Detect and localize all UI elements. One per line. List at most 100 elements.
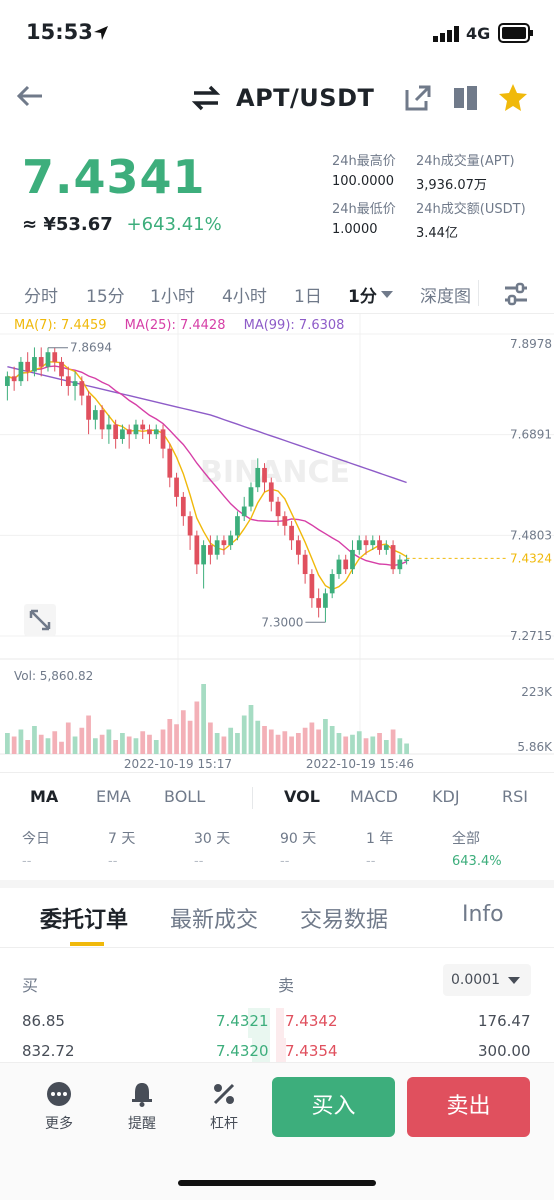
ind-divider	[252, 787, 253, 809]
volume-bar	[133, 738, 139, 754]
candle-body	[241, 506, 247, 517]
ind-ema[interactable]: EMA	[96, 787, 131, 806]
leverage-button[interactable]: 杠杆	[192, 1081, 256, 1133]
tab-1m[interactable]: 1分	[348, 287, 377, 307]
volume-bar	[65, 722, 71, 754]
candle-body	[336, 559, 342, 575]
perf-label: 30 天	[194, 831, 231, 847]
candle-body	[38, 357, 44, 367]
battery-icon	[498, 23, 533, 43]
volume-bar	[390, 729, 396, 754]
ind-macd[interactable]: MACD	[350, 787, 398, 806]
top-nav	[0, 70, 554, 126]
volume-bar	[174, 724, 179, 754]
bid-price: 7.4320	[216, 1042, 269, 1060]
candle-body	[86, 395, 91, 420]
ma-legend: MA(7): 7.4459 MA(25): 7.4428 MA(99): 7.6…	[14, 318, 344, 333]
candlestick-chart[interactable]: BINANCE 7.8978 7.6891 7.4803 7.2715 223K 5.86…	[0, 314, 554, 772]
ind-ma[interactable]: MA	[30, 787, 59, 806]
last-price-box	[508, 549, 554, 568]
volume-bar	[25, 740, 31, 754]
widget-icon[interactable]	[452, 84, 480, 112]
tab-info[interactable]: Info	[462, 902, 504, 927]
tab-1h[interactable]: 1小时	[150, 287, 195, 307]
candle-body	[363, 540, 369, 546]
candle-body	[160, 429, 166, 449]
volume-bar	[208, 722, 213, 754]
candle-body	[45, 352, 51, 367]
ind-rsi[interactable]: RSI	[502, 787, 528, 806]
candle-body	[248, 487, 254, 507]
volume-bar	[79, 727, 85, 754]
watermark: BINANCE	[200, 455, 350, 490]
tab-timeline[interactable]: 分时	[24, 287, 58, 307]
perf-value: --	[194, 854, 204, 869]
low-value: 1.0000	[332, 222, 378, 237]
volume-bar	[72, 736, 78, 754]
candle-body	[32, 357, 37, 372]
chart-settings-icon[interactable]	[502, 280, 530, 308]
last-price: 7.4341	[22, 150, 206, 204]
swap-icon[interactable]	[190, 84, 222, 112]
expand-button[interactable]	[24, 604, 56, 636]
candle-body	[126, 429, 132, 435]
candle-body	[113, 424, 119, 440]
candle-body	[201, 545, 206, 565]
volume-bar	[316, 729, 322, 754]
precision-value: 0.0001	[451, 972, 500, 988]
perf-value: --	[22, 854, 32, 869]
timeframe-tabs: 分时 15分 1小时 4小时 1日 1分 深度图	[0, 272, 554, 314]
tab-order-book[interactable]: 委托订单	[40, 908, 129, 933]
percent-icon	[213, 1083, 235, 1105]
pair-title[interactable]: APT/USDT	[236, 84, 375, 112]
caret-down-icon	[508, 977, 520, 984]
candle-body	[106, 424, 112, 430]
amt-value: 3.44亿	[416, 226, 458, 241]
candle-body	[275, 501, 281, 517]
ind-vol[interactable]: VOL	[284, 787, 320, 806]
volume-bar	[397, 738, 403, 754]
ind-kdj[interactable]: KDJ	[432, 787, 460, 806]
volume-bar	[38, 734, 44, 754]
tab-depth[interactable]: 深度图	[420, 287, 471, 307]
tab-1d[interactable]: 1日	[294, 287, 322, 307]
perf-label: 今日	[22, 831, 50, 847]
volume-bar	[18, 729, 24, 754]
share-icon[interactable]	[404, 84, 432, 112]
more-button[interactable]: 更多	[27, 1081, 91, 1133]
ask-price: 7.4354	[285, 1042, 338, 1060]
y-tick-label: 7.6891	[510, 428, 552, 442]
alert-button[interactable]: 提醒	[110, 1081, 174, 1133]
favorite-star-icon[interactable]	[498, 82, 528, 112]
volume-bar	[99, 734, 105, 754]
low-marker-label: 7.3000	[261, 615, 303, 629]
volume-bar	[336, 733, 342, 754]
back-arrow-icon[interactable]	[14, 82, 46, 110]
volume-bar	[92, 738, 98, 754]
precision-select[interactable]: 0.0001	[443, 964, 531, 996]
ask-qty: 176.47	[478, 1012, 531, 1030]
ind-boll[interactable]: BOLL	[164, 787, 206, 806]
tab-15m[interactable]: 15分	[86, 287, 125, 307]
tab-trades[interactable]: 最新成交	[170, 908, 259, 933]
volume-bar	[187, 720, 193, 754]
candle-body	[25, 361, 31, 372]
orderbook-row[interactable]: 832.72 7.4320 7.4354 300.00	[0, 1038, 554, 1076]
candle-body	[147, 429, 152, 435]
status-bar: 15:53 4G	[0, 0, 554, 70]
buy-button[interactable]: 买入	[272, 1077, 395, 1137]
ask-qty: 300.00	[478, 1042, 531, 1060]
tab-trading-data[interactable]: 交易数据	[300, 908, 389, 933]
volume-bar	[404, 743, 409, 754]
price-change: +643.41%	[126, 214, 222, 235]
candle-body	[72, 381, 78, 386]
last-price-label: 7.4324	[510, 551, 552, 565]
candle-body	[180, 496, 186, 517]
x-tick-label: 2022-10-19 15:17	[124, 757, 232, 771]
more-icon	[47, 1082, 71, 1106]
orderbook-row[interactable]: 86.85 7.4321 7.4342 176.47	[0, 1008, 554, 1046]
sell-button[interactable]: 卖出	[407, 1077, 530, 1137]
candle-body	[282, 516, 288, 526]
candle-body	[404, 559, 409, 562]
tab-4h[interactable]: 4小时	[222, 287, 267, 307]
